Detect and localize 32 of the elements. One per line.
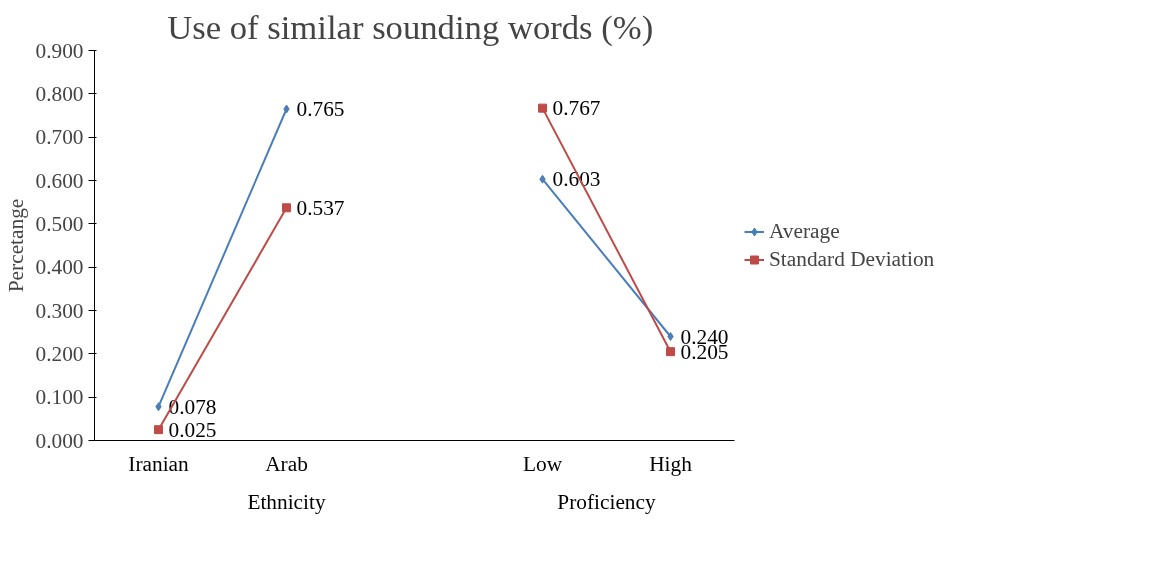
y-tick-label: 0.000 — [35, 428, 84, 453]
data-label: 0.767 — [552, 96, 601, 121]
x-tick-label: Arab — [265, 451, 308, 476]
point — [283, 104, 290, 114]
y-tick-label: 0.500 — [35, 211, 84, 236]
legend-label: Average — [769, 218, 840, 244]
data-label: 0.765 — [296, 97, 345, 121]
y-tick-label: 0.800 — [35, 81, 84, 106]
data-label: 0.537 — [296, 195, 345, 220]
text: Proficiency — [557, 489, 656, 514]
point — [538, 103, 547, 113]
point — [539, 174, 546, 184]
y-tick-label: 0.900 — [35, 38, 84, 63]
point — [155, 402, 162, 412]
y-tick-label: 0.400 — [35, 255, 84, 280]
chart-title: Use of similar sounding words (%) — [167, 7, 654, 47]
y-tick-label: 0.600 — [35, 168, 84, 193]
y-tick-label: 0.700 — [35, 125, 84, 150]
x-tick-label: Iranian — [128, 451, 190, 476]
y-tick-label: 0.100 — [35, 385, 84, 410]
point — [666, 347, 675, 357]
point — [667, 332, 674, 341]
x-tick-label: Low — [522, 451, 563, 476]
text: Ethnicity — [247, 489, 326, 514]
legend-label: Standard Deviation — [769, 246, 935, 272]
y-axis-title: Percetange — [3, 198, 28, 293]
y-tick-label: 0.200 — [35, 341, 84, 366]
point — [154, 425, 163, 435]
point — [282, 203, 291, 213]
x-tick-label: High — [649, 451, 693, 476]
data-label: 0.025 — [168, 417, 217, 442]
y-tick-label: 0.300 — [35, 298, 84, 323]
